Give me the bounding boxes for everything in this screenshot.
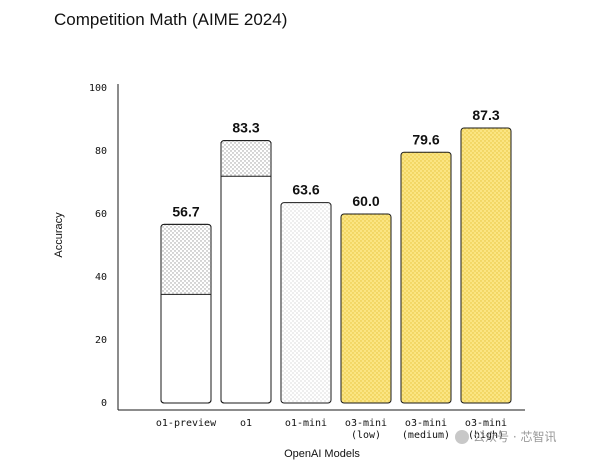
y-tick-label: 60 xyxy=(95,209,107,220)
watermark-text: 公众号 · 芯智讯 xyxy=(473,429,556,444)
value-label: 56.7 xyxy=(172,203,199,219)
category-label-sub: (medium) xyxy=(402,430,450,441)
bar xyxy=(400,151,452,404)
chart-title: Competition Math (AIME 2024) xyxy=(54,10,288,29)
category-label: o3-mini xyxy=(465,418,507,429)
bar-outline xyxy=(220,140,272,404)
wechat-icon xyxy=(455,430,469,444)
y-axis-ticks: 0 20 40 60 80 100 xyxy=(89,83,107,409)
category-label: o3-mini xyxy=(345,418,387,429)
bar xyxy=(460,127,512,404)
y-tick-label: 80 xyxy=(95,146,107,157)
value-label: 79.6 xyxy=(412,131,439,147)
category-label: o1-preview xyxy=(156,418,217,429)
category-label-sub: (high) xyxy=(468,430,504,441)
value-label: 60.0 xyxy=(352,193,379,209)
value-label: 87.3 xyxy=(472,107,499,123)
bar-dotted-segment xyxy=(221,141,271,177)
category-label: o3-mini xyxy=(405,418,447,429)
y-tick-label: 20 xyxy=(95,335,107,346)
x-axis-title: OpenAI Models xyxy=(284,448,360,460)
value-label: 83.3 xyxy=(232,120,259,136)
y-tick-label: 0 xyxy=(101,398,107,409)
watermark: 公众号 · 芯智讯 xyxy=(455,429,556,444)
y-axis-title: Accuracy xyxy=(53,212,65,258)
bar xyxy=(220,140,272,404)
value-label: 63.6 xyxy=(292,182,319,198)
bar xyxy=(280,202,332,404)
bars-group xyxy=(160,127,512,404)
bar-dotted-segment xyxy=(161,224,211,295)
bar-outline xyxy=(160,223,212,404)
bar xyxy=(340,213,392,404)
y-tick-label: 100 xyxy=(89,83,107,94)
category-label: o1 xyxy=(240,418,252,429)
value-labels-group: 56.7 83.3 63.6 60.0 79.6 87.3 xyxy=(172,107,499,219)
y-tick-label: 40 xyxy=(95,272,107,283)
category-label: o1-mini xyxy=(285,418,327,429)
category-label-sub: (low) xyxy=(351,430,381,441)
category-labels-group: o1-preview o1 o1-mini o3-mini(low)o3-mini(m… xyxy=(156,418,507,441)
